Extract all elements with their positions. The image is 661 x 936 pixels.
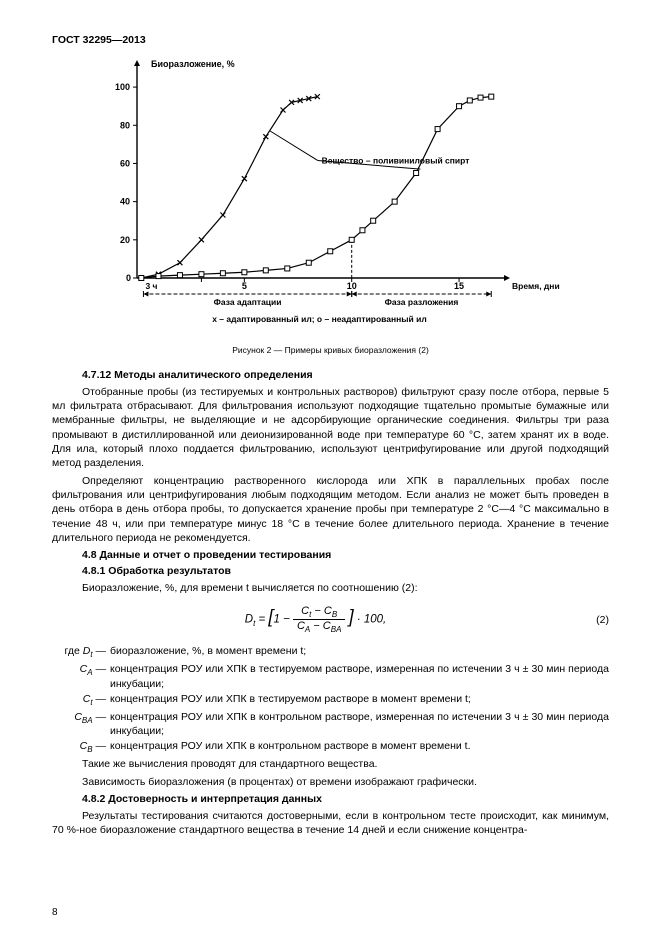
where-Ct: концентрация РОУ или ХПК в тестируемом р… [110,692,609,706]
section-4-8-1-title: 4.8.1 Обработка результатов [52,565,609,577]
svg-text:Биоразложение, %: Биоразложение, % [151,59,235,69]
svg-text:Вещество – поливиниловый спирт: Вещество – поливиниловый спирт [322,155,470,165]
svg-text:5: 5 [242,281,247,291]
formula-row: Dt = [1 − Ct − CB CA − CBA ] · 100, (2) [52,605,609,634]
paragraph-3: Биоразложение, %, для времени t вычисляе… [52,581,609,595]
section-4-7-12-title: 4.7.12 Методы аналитического определения [52,369,609,381]
where-CA: концентрация РОУ или ХПК в тестируемом р… [110,662,609,690]
section-4-8-2-title: 4.8.2 Достоверность и интерпретация данн… [52,793,609,805]
paragraph-4: Такие же вычисления проводят для стандар… [52,757,609,771]
svg-text:Фаза разложения: Фаза разложения [385,297,459,307]
chart-container: 20 40 60 80 100 0 Биоразложение, % 3 ч 5 10 15 Врем… [52,54,609,339]
svg-text:0: 0 [126,273,131,283]
svg-text:Фаза адаптации: Фаза адаптации [214,297,282,307]
svg-text:x – адаптированный ил; o – не: x – адаптированный ил; o – неадаптирован… [212,314,427,324]
formula: Dt = [1 − Ct − CB CA − CBA ] · 100, [52,605,579,634]
paragraph-6: Результаты тестирования считаются достов… [52,809,609,837]
paragraph-2: Определяют концентрацию растворенного ки… [52,474,609,545]
svg-text:15: 15 [454,281,464,291]
where-block: где Dt — биоразложение, %, в момент врем… [52,644,609,755]
where-Dt: биоразложение, %, в момент времени t; [110,644,609,658]
where-intro: где Dt — [52,644,110,661]
gost-header: ГОСТ 32295—2013 [52,34,609,46]
page-number: 8 [52,907,58,918]
section-4-8-title: 4.8 Данные и отчет о проведении тестиров… [52,549,609,561]
biodegradation-chart: 20 40 60 80 100 0 Биоразложение, % 3 ч 5 10 15 Врем… [92,54,562,334]
where-CBA: концентрация РОУ или ХПК в контрольном р… [110,710,609,738]
paragraph-5: Зависимость биоразложения (в процентах) … [52,775,609,789]
svg-text:80: 80 [120,120,130,130]
paragraph-1: Отобранные пробы (из тестируемых и контр… [52,385,609,470]
where-CB: концентрация РОУ или ХПК в контрольном р… [110,739,609,753]
svg-text:60: 60 [120,158,130,168]
svg-text:10: 10 [347,281,357,291]
page: ГОСТ 32295—2013 20 40 60 80 100 0 Биоразложени… [0,0,661,936]
svg-text:100: 100 [115,82,130,92]
svg-text:40: 40 [120,197,130,207]
figure-caption: Рисунок 2 — Примеры кривых биоразложения… [52,345,609,355]
formula-number: (2) [579,614,609,626]
svg-text:20: 20 [120,235,130,245]
svg-text:Время, дни: Время, дни [512,281,560,291]
svg-text:3 ч: 3 ч [145,281,157,291]
